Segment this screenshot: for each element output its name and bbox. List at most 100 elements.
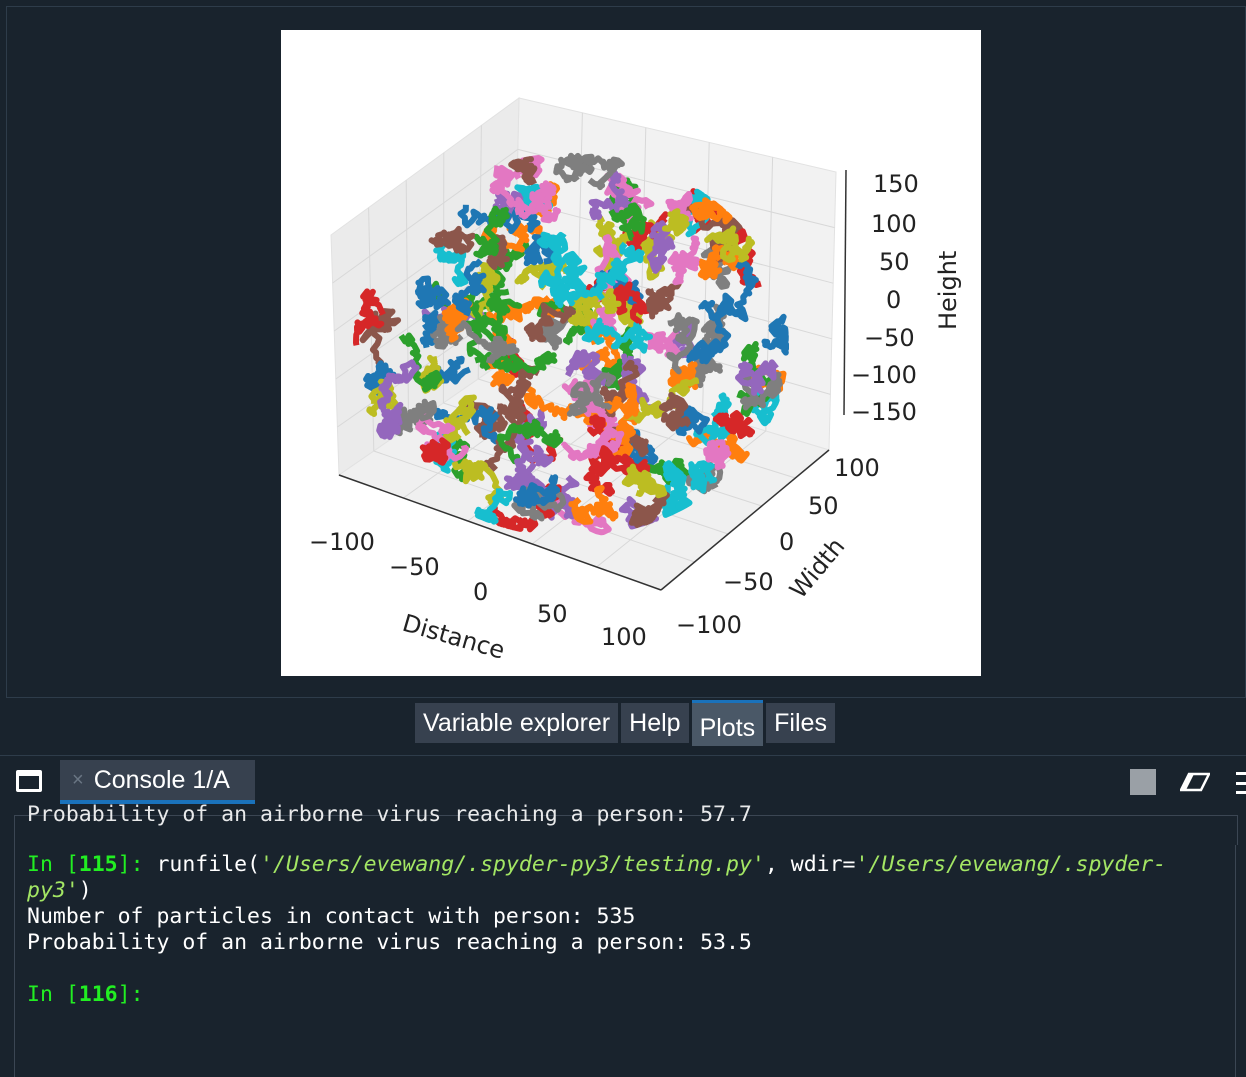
- stop-icon[interactable]: [1130, 769, 1156, 795]
- particle-trail: [686, 297, 732, 365]
- particle-trail: [568, 485, 619, 525]
- ipython-console[interactable]: Probability of an airborne virus reachin…: [14, 802, 1238, 1077]
- particle-trail: [581, 317, 653, 354]
- particle-trail: [398, 332, 443, 393]
- particle-trail: [669, 405, 710, 437]
- tab-variable-explorer[interactable]: Variable explorer: [415, 703, 619, 743]
- particle-trail: [603, 382, 640, 420]
- particle-trail: [451, 258, 487, 317]
- y-tick-label: 50: [808, 492, 839, 520]
- options-menu-icon[interactable]: [1236, 772, 1246, 794]
- pane-tab-bar: Variable explorer Help Plots Files: [415, 700, 835, 746]
- particle-trail: [621, 463, 668, 499]
- tab-files[interactable]: Files: [766, 703, 835, 743]
- y-tick-label: −100: [676, 611, 742, 639]
- x-axis-label: Distance: [399, 609, 508, 665]
- console-prompt[interactable]: In [116]:: [27, 982, 144, 1007]
- z-axis-label: Height: [934, 251, 962, 330]
- particle-trail: [564, 152, 625, 191]
- particle-trail: [735, 359, 779, 396]
- particle-trail: [419, 437, 451, 466]
- z-tick-label: 150: [873, 170, 919, 198]
- particle-trail: [689, 197, 733, 225]
- particle-trail: [566, 371, 617, 417]
- particle-trail: [496, 418, 564, 465]
- y-tick-label: −50: [723, 568, 774, 596]
- console-input-continuation: py3'): [27, 878, 92, 903]
- plot-figure[interactable]: −100 −50 0 50 100 −100 −50 0 50 100 150 …: [281, 30, 981, 676]
- z-tick-label: −50: [864, 324, 915, 352]
- particle-trail: [442, 394, 477, 444]
- particle-trail: [698, 259, 759, 323]
- particle-trail: [703, 439, 732, 471]
- particle-trail: [479, 350, 558, 375]
- particle-trail: [457, 203, 541, 235]
- particle-trail: [468, 262, 501, 320]
- x-tick-label: 50: [537, 600, 568, 628]
- particle-trail: [498, 365, 540, 410]
- particle-trail: [665, 190, 694, 227]
- particle-trail: [667, 235, 701, 286]
- eraser-icon[interactable]: [1180, 772, 1210, 792]
- particle-trail: [473, 205, 510, 259]
- console-header: [0, 755, 1246, 805]
- console-output-partial: Probability of an airborne virus reachin…: [27, 802, 752, 827]
- particle-trail: [704, 225, 755, 263]
- z-tick-label: 0: [886, 286, 901, 314]
- particle-trail: [646, 220, 676, 274]
- z-tick-label: −150: [851, 398, 917, 426]
- z-axis-line: [843, 169, 847, 416]
- console-output-line: Probability of an airborne virus reachin…: [27, 930, 752, 955]
- particle-trail: [391, 405, 437, 437]
- console-tab-label: Console 1/A: [93, 765, 230, 794]
- particle-trail: [433, 237, 469, 288]
- particle-trail: [465, 296, 508, 364]
- particle-trail: [642, 330, 688, 361]
- particle-trail: [661, 208, 690, 237]
- particle-trail: [419, 309, 444, 349]
- particle-trail: [510, 444, 554, 491]
- particle-trail: [489, 164, 546, 220]
- browse-tabs-icon[interactable]: [16, 770, 42, 792]
- close-icon[interactable]: ×: [72, 768, 84, 791]
- particle-trail: [523, 302, 576, 343]
- particle-trail: [514, 180, 561, 224]
- particle-trail: [628, 490, 670, 528]
- particle-trail: [662, 460, 692, 511]
- particle-trail: [414, 275, 452, 311]
- console-tab[interactable]: × Console 1/A: [60, 760, 255, 804]
- particle-trail: [645, 281, 682, 320]
- particle-trail: [658, 392, 692, 432]
- particle-trail: [508, 156, 538, 186]
- console-input-line: In [115]: runfile('/Users/evewang/.spyde…: [27, 852, 1167, 877]
- particle-trail: [454, 320, 520, 364]
- particle-trail: [588, 170, 634, 221]
- z-tick-label: 50: [879, 248, 910, 276]
- particle-trail: [761, 313, 789, 356]
- particle-trail: [451, 458, 505, 507]
- particle-trail: [605, 241, 645, 283]
- particle-trail: [552, 271, 616, 309]
- tab-help[interactable]: Help: [621, 703, 689, 743]
- particle-trail: [547, 232, 588, 287]
- y-tick-label: 0: [779, 528, 794, 556]
- particle-trail: [474, 488, 513, 525]
- tab-plots[interactable]: Plots: [691, 700, 764, 746]
- x-tick-label: 0: [473, 578, 488, 606]
- particle-trail: [514, 259, 573, 291]
- console-scrollbar[interactable]: [1235, 845, 1246, 1077]
- particle-trail: [513, 474, 561, 509]
- particle-trail: [608, 202, 647, 241]
- z-tick-label: 100: [871, 210, 917, 238]
- plot-svg: −100 −50 0 50 100 −100 −50 0 50 100 150 …: [309, 96, 962, 665]
- x-tick-label: −50: [389, 553, 440, 581]
- particle-trail: [560, 426, 625, 462]
- x-tick-label: 100: [601, 623, 647, 651]
- y-tick-label: 100: [834, 454, 880, 482]
- particle-trail: [571, 288, 622, 315]
- particle-trail: [688, 460, 718, 494]
- x-tick-label: −100: [309, 528, 375, 556]
- y-axis-line: [660, 449, 830, 591]
- x-axis-line: [338, 474, 662, 591]
- particle-trail: [431, 405, 500, 445]
